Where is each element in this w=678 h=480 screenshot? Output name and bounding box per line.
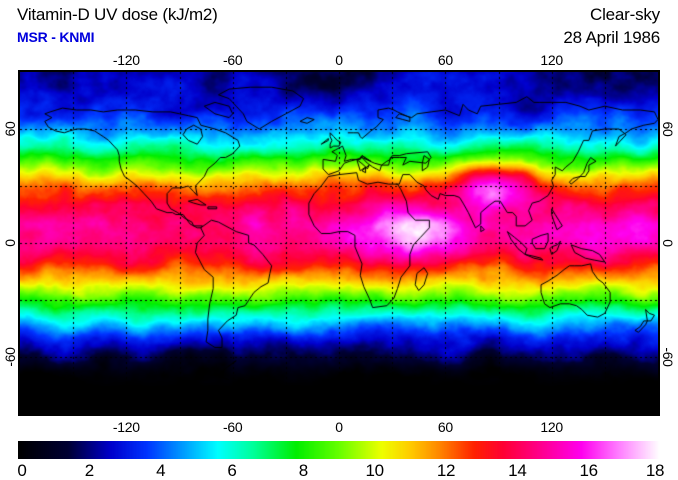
colorbar-tick-label: 6 bbox=[227, 461, 237, 480]
longitude-tick-label: -60 bbox=[222, 52, 243, 68]
colorbar bbox=[18, 441, 660, 459]
uv-dose-heatmap-canvas bbox=[20, 72, 658, 414]
longitude-tick-label: 120 bbox=[540, 419, 563, 435]
latitude-tick-label: 60 bbox=[660, 121, 676, 137]
colorbar-tick-label: 4 bbox=[156, 461, 166, 480]
colorbar-tick-label: 14 bbox=[508, 461, 527, 480]
colorbar-tick-label: 2 bbox=[84, 461, 94, 480]
data-source-label: MSR - KNMI bbox=[17, 29, 95, 45]
colorbar-tick-label: 0 bbox=[17, 461, 27, 480]
colorbar-tick-label: 16 bbox=[579, 461, 599, 480]
longitude-tick-label: 60 bbox=[437, 419, 453, 435]
latitude-tick-label: 0 bbox=[660, 239, 676, 247]
world-map-panel bbox=[18, 70, 660, 416]
longitude-tick-label: 60 bbox=[437, 52, 453, 68]
longitude-tick-label: 0 bbox=[335, 419, 343, 435]
colorbar-tick-label: 8 bbox=[298, 461, 308, 480]
latitude-tick-label: -60 bbox=[660, 347, 676, 367]
colorbar-tick-label: 10 bbox=[365, 461, 385, 480]
colorbar-gradient bbox=[18, 441, 660, 459]
longitude-tick-label: 120 bbox=[540, 52, 563, 68]
page-title: Vitamin-D UV dose (kJ/m2) bbox=[17, 5, 218, 24]
latitude-tick-label: -60 bbox=[2, 347, 18, 367]
colorbar-tick-label: 18 bbox=[645, 461, 665, 480]
date-label: 28 April 1986 bbox=[563, 28, 660, 47]
longitude-tick-label: 0 bbox=[335, 52, 343, 68]
longitude-tick-label: -60 bbox=[222, 419, 243, 435]
latitude-tick-label: 0 bbox=[2, 239, 18, 247]
longitude-tick-label: -120 bbox=[112, 52, 140, 68]
sky-condition-label: Clear-sky bbox=[590, 5, 660, 24]
colorbar-tick-label: 12 bbox=[436, 461, 456, 480]
latitude-tick-label: 60 bbox=[2, 121, 18, 137]
longitude-tick-label: -120 bbox=[112, 419, 140, 435]
